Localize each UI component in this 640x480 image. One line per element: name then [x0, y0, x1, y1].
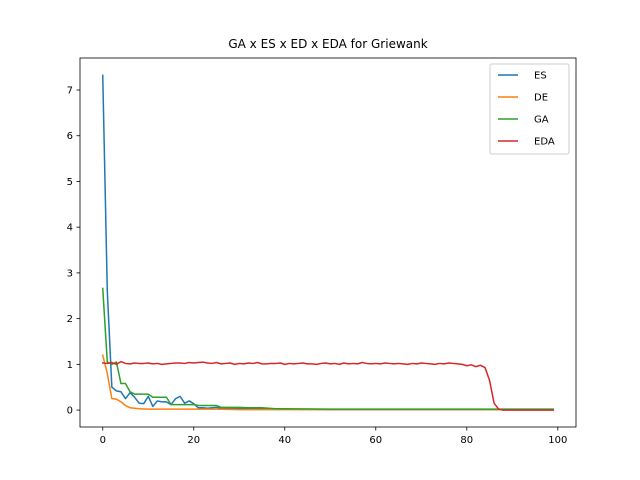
y-tick-label: 4: [67, 223, 73, 234]
legend: ES DE GA EDA: [489, 63, 570, 155]
chart-title: GA x ES x ED x EDA for Griewank: [228, 37, 427, 51]
x-tick-label: 100: [548, 435, 567, 446]
y-tick-label: 0: [67, 406, 73, 417]
axes: 0 20 40 60 80 100 0 1 2 3 4 5 6 7: [67, 57, 577, 446]
y-tick-label: 1: [67, 360, 73, 371]
legend-label-es: ES: [534, 71, 547, 82]
x-tick-label: 0: [100, 435, 106, 446]
series-line-ga: [101, 287, 554, 410]
y-tick-label: 3: [67, 268, 73, 279]
y-tick-label: 6: [67, 131, 73, 142]
plot-frame: [79, 57, 577, 428]
y-tick-label: 7: [67, 86, 73, 97]
legend-box: [489, 63, 570, 155]
legend-label-eda: EDA: [534, 137, 555, 148]
x-tick-label: 60: [369, 435, 382, 446]
y-tick-label: 5: [67, 177, 73, 188]
legend-label-ga: GA: [534, 115, 549, 126]
legend-label-de: DE: [534, 93, 548, 104]
plot-lines: [101, 74, 554, 411]
x-tick-label: 40: [278, 435, 291, 446]
series-line-eda: [101, 360, 554, 411]
y-tick-label: 2: [67, 314, 73, 325]
x-tick-label: 80: [460, 435, 473, 446]
x-tick-label: 20: [187, 435, 200, 446]
